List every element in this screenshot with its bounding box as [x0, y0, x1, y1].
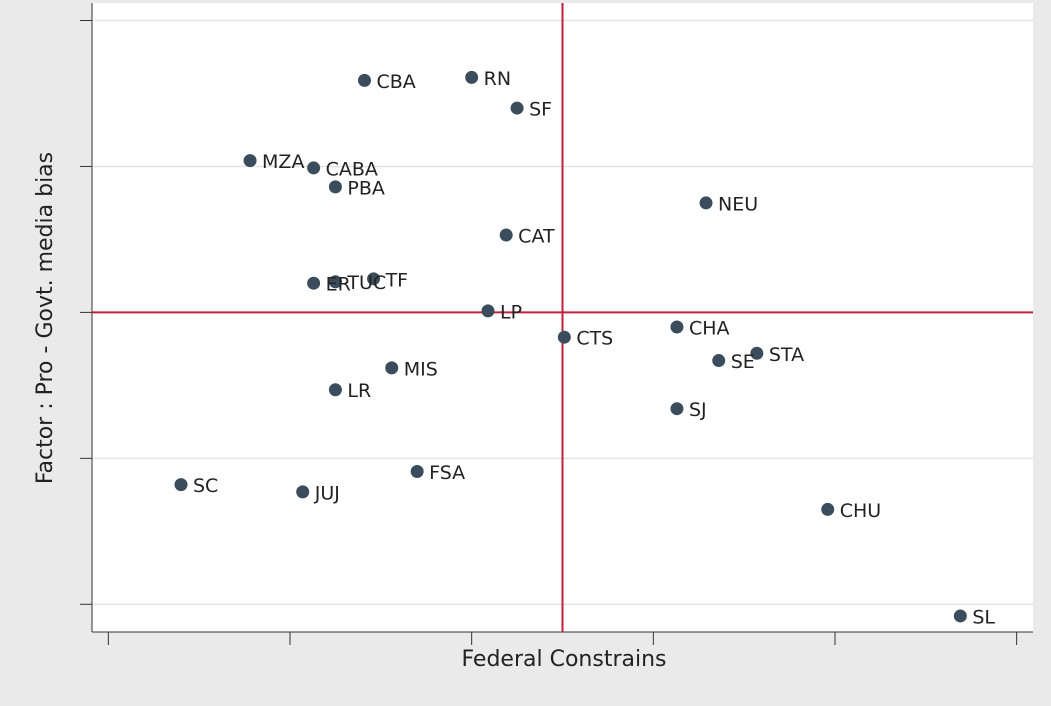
point-label: RN — [484, 68, 511, 90]
point — [821, 502, 835, 516]
point-label: SF — [529, 99, 552, 121]
point-label: STA — [769, 344, 804, 366]
point — [699, 196, 713, 210]
point — [481, 304, 495, 318]
point-label: MIS — [404, 358, 438, 380]
point-label: NEU — [718, 193, 758, 215]
point — [750, 346, 764, 360]
point-label: SJ — [689, 399, 707, 421]
x-axis-label: Federal Constrains — [461, 647, 666, 672]
point — [328, 180, 342, 194]
point-label: ER — [326, 274, 351, 296]
point — [307, 276, 321, 290]
point — [465, 70, 479, 84]
point — [510, 101, 524, 115]
point — [307, 161, 321, 175]
point — [670, 402, 684, 416]
point-label: CHU — [840, 500, 881, 522]
point-label: CAT — [518, 226, 555, 248]
point-label: PBA — [347, 177, 385, 199]
point-label: TF — [385, 269, 409, 291]
point — [499, 228, 513, 242]
point-label: LR — [347, 380, 371, 402]
point-label: CBA — [376, 71, 415, 93]
point-label: SL — [972, 606, 995, 628]
point — [357, 73, 371, 87]
point-label: SC — [193, 475, 218, 497]
point-label: JUJ — [314, 482, 340, 504]
point-label: CTS — [576, 328, 613, 350]
point — [557, 330, 571, 344]
y-axis-label: Factor : Pro - Govt. media bias — [33, 152, 58, 484]
point — [328, 275, 342, 289]
point-label: LP — [500, 301, 522, 323]
point — [670, 320, 684, 334]
point — [174, 478, 188, 492]
point-label: SE — [731, 351, 755, 373]
point — [953, 609, 967, 623]
point-label: CABA — [326, 158, 378, 180]
point — [296, 485, 310, 499]
point — [243, 154, 257, 168]
point-label: TUC — [346, 272, 386, 294]
point-label: CHA — [689, 317, 730, 339]
point — [385, 361, 399, 375]
point-label: MZA — [262, 151, 304, 173]
point — [410, 464, 424, 478]
point — [328, 383, 342, 397]
point — [367, 272, 381, 286]
point-label: FSA — [429, 462, 465, 484]
point — [712, 354, 726, 368]
